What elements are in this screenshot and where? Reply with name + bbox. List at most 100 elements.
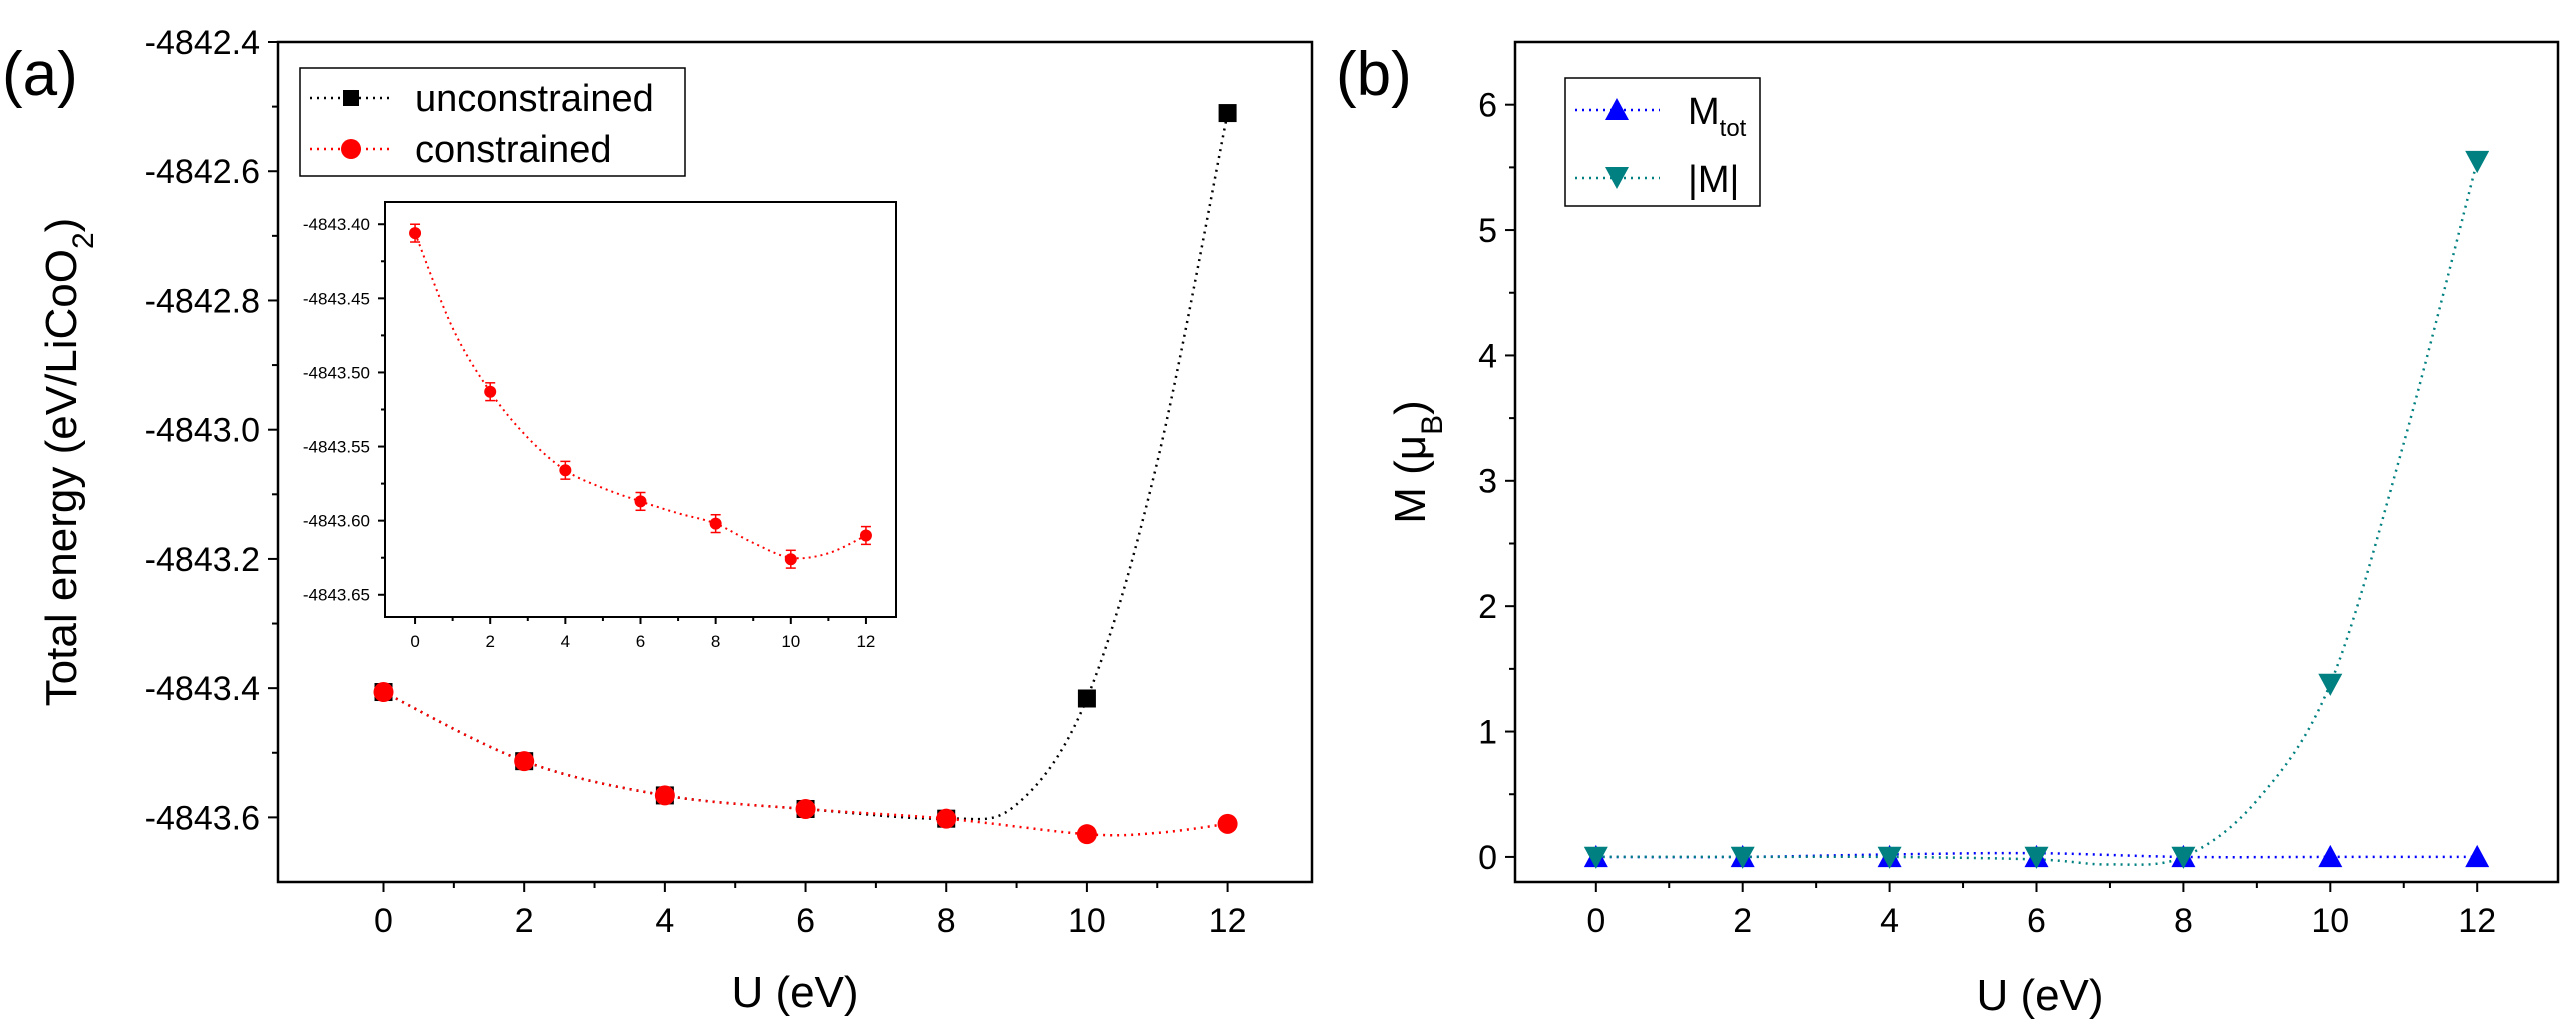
panel-b-x-tick-label: 2 [1733, 902, 1752, 940]
panel-a-unconstrained-point [1077, 689, 1096, 708]
inset-point [634, 495, 647, 508]
panel-b-x-tick-label: 4 [1880, 902, 1899, 940]
panel-b-y-tick-label: 0 [1478, 839, 1497, 877]
panel-b-data-points [1583, 150, 2490, 869]
panel-a-data-points [373, 104, 1238, 845]
panel-a-constrained-fit-line [382, 690, 1228, 837]
panel-b-x-tick-label: 10 [2311, 902, 2349, 940]
inset-point [784, 553, 797, 566]
panel-a-constrained-point [795, 798, 816, 819]
inset-x-tick-label: 12 [856, 632, 875, 651]
panel-b-x-axis-title: U (eV) [1976, 971, 2103, 1020]
inset-x-tick-label: 6 [636, 632, 645, 651]
legend-mtot-label-main: M [1688, 91, 1720, 133]
panel-a-fit-lines [382, 112, 1229, 837]
panel-a-x-axis-title: U (eV) [731, 968, 858, 1017]
legend-constrained-marker [341, 139, 361, 159]
panel-b-x-tick-label: 8 [2174, 902, 2193, 940]
panel-b-triangle-down-point [2318, 673, 2343, 696]
inset-x-tick-label: 0 [410, 632, 419, 651]
panel-a-y-tick-label: -4843.0 [145, 412, 260, 450]
panel-a-x-tick-label: 8 [937, 902, 956, 940]
panel-b-triangle-down-fit-line [1595, 160, 2479, 866]
panel-b-y-axis-title-main: M (μ [1386, 435, 1435, 524]
inset-y-tick-label: -4843.45 [303, 289, 370, 308]
panel-a-y-tick-label: -4842.8 [145, 282, 260, 320]
inset-point [484, 385, 497, 398]
panel-b-y-tick-label: 3 [1478, 463, 1497, 501]
panel-a-x-tick-label: 4 [655, 902, 674, 940]
panel-a-inset-chart: 0 2 4 6 8 10 12 -4843.65 -4843.60 -4843.55 -4843.5… [303, 201, 897, 651]
inset-x-tick-label: 8 [711, 632, 720, 651]
panel-b-legend: Mtot |M| [1564, 77, 1761, 207]
panel-a-y-axis-title-sub: 2 [67, 232, 100, 249]
panel-a-x-tick-label: 2 [515, 902, 534, 940]
panel-a-x-tick-label: 6 [796, 902, 815, 940]
panel-a-plot-frame [276, 40, 1314, 884]
legend-mtot-label: Mtot [1688, 91, 1747, 142]
legend-absm-marker [1605, 167, 1629, 189]
panel-b-y-tick-label: 2 [1478, 588, 1497, 626]
panel-a-legend-box [299, 67, 686, 177]
panel-a-constrained-point [1076, 824, 1097, 845]
inset-y-tick-label: -4843.55 [303, 438, 370, 457]
inset-plot-frame [384, 201, 897, 618]
panel-a-constrained-point [373, 682, 394, 703]
panel-b-legend-box [1564, 77, 1761, 207]
panel-b-y-tick-label: 4 [1478, 337, 1497, 375]
panel-b-label: (b) [1336, 40, 1412, 109]
panel-a-y-tick-label: -4843.4 [145, 670, 260, 708]
panel-b-triangle-down-point [1583, 846, 1608, 869]
legend-mtot-marker [1605, 98, 1629, 120]
panel-b-triangle-down-point [1877, 846, 1902, 869]
inset-y-tick-label: -4843.60 [303, 512, 370, 531]
panel-a-chart: (a) 0 2 4 6 8 10 12 -4843.6 -4843.4 -4843.2 -4843.… [2, 24, 1314, 1017]
panel-b-x-tick-label: 0 [1586, 902, 1605, 940]
panel-b-y-axis-title: M (μB) [1386, 400, 1449, 524]
panel-b-fit-lines [1595, 160, 2479, 866]
panel-a-label: (a) [2, 40, 78, 109]
panel-a-constrained-point [1217, 813, 1238, 834]
panel-a-y-tick-label: -4843.2 [145, 541, 260, 579]
inset-point [709, 517, 722, 530]
panel-a-x-tick-label: 10 [1068, 902, 1106, 940]
panel-b-y-tick-label: 1 [1478, 713, 1497, 751]
legend-mtot-label-sub: tot [1720, 115, 1747, 142]
panel-a-y-tick-label: -4842.4 [145, 24, 260, 62]
panel-b-triangle-up-point [2318, 844, 2343, 868]
panel-a-y-axis-title-main: Total energy (eV/LiCoO [37, 249, 86, 706]
panel-b-triangle-down-point [2024, 846, 2049, 869]
panel-b-y-axis-title-close: ) [1386, 400, 1435, 415]
inset-point [409, 227, 422, 240]
inset-point [859, 529, 872, 542]
legend-constrained-label: constrained [415, 129, 611, 171]
panel-b-triangle-down-point [2171, 846, 2196, 869]
panel-a-x-tick-label: 12 [1209, 902, 1247, 940]
panel-b-x-tick-label: 6 [2027, 902, 2046, 940]
inset-y-tick-label: -4843.50 [303, 363, 370, 382]
inset-x-tick-label: 10 [781, 632, 800, 651]
panel-a-axes: 0 2 4 6 8 10 12 -4843.6 -4843.4 -4843.2 -4843.0 -48… [145, 24, 1247, 940]
panel-b-triangle-up-point [2465, 844, 2490, 868]
panel-b-y-tick-label: 5 [1478, 212, 1497, 250]
inset-point [559, 464, 572, 477]
panel-b-triangle-down-point [1730, 846, 1755, 869]
panel-a-legend: unconstrained constrained [299, 67, 686, 177]
panel-b-y-tick-label: 6 [1478, 87, 1497, 125]
panel-a-y-tick-label: -4842.6 [145, 153, 260, 191]
inset-x-tick-label: 4 [561, 632, 570, 651]
panel-a-constrained-point [936, 808, 957, 829]
panel-b-x-tick-label: 12 [2458, 902, 2496, 940]
inset-x-tick-label: 2 [485, 632, 494, 651]
panel-a-y-axis-title-close: ) [37, 218, 86, 233]
panel-a-constrained-point [654, 785, 675, 806]
panel-a-constrained-point [514, 751, 535, 772]
inset-axes: 0 2 4 6 8 10 12 -4843.65 -4843.60 -4843.55 -4843.5… [303, 215, 876, 651]
legend-absm-label: |M| [1688, 159, 1739, 201]
panel-b-y-axis-title-sub: B [1416, 415, 1449, 435]
panel-a-x-tick-label: 0 [374, 902, 393, 940]
legend-unconstrained-marker [343, 90, 359, 106]
